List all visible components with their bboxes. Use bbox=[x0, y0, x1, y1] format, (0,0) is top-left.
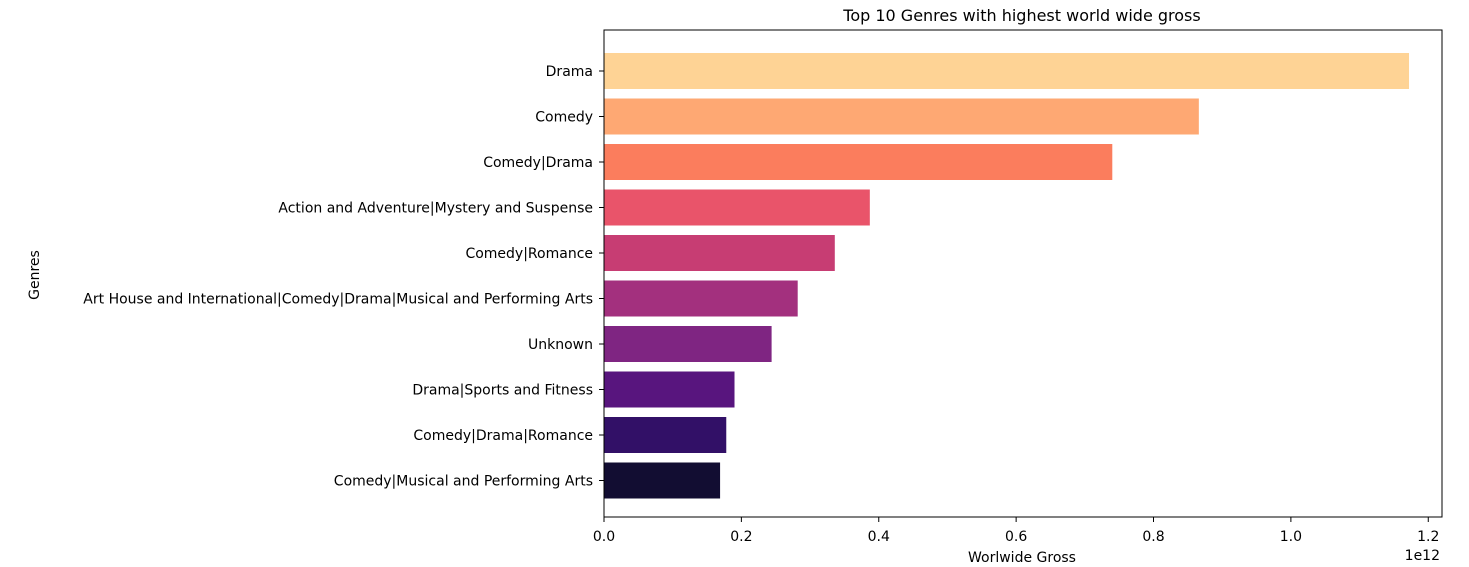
bar bbox=[604, 235, 835, 271]
y-tick-label: Comedy|Drama bbox=[483, 155, 593, 171]
x-tick-label: 0.0 bbox=[593, 529, 615, 545]
y-tick-label: Action and Adventure|Mystery and Suspens… bbox=[278, 201, 593, 217]
x-tick-label: 1.0 bbox=[1280, 529, 1302, 545]
y-tick-label: Comedy|Romance bbox=[465, 246, 593, 262]
bar bbox=[604, 326, 772, 362]
y-tick-label: Art House and International|Comedy|Drama… bbox=[83, 292, 593, 308]
x-tick-label: 0.2 bbox=[730, 529, 752, 545]
y-tick-label: Comedy|Musical and Performing Arts bbox=[334, 474, 593, 490]
bar bbox=[604, 371, 735, 408]
bars-group bbox=[604, 53, 1410, 499]
bar bbox=[604, 98, 1199, 135]
y-axis-label: Genres bbox=[27, 250, 43, 300]
y-tick-label: Drama|Sports and Fitness bbox=[412, 383, 593, 399]
y-tick-label: Unknown bbox=[528, 337, 593, 353]
plot-frame bbox=[603, 29, 1443, 518]
bar bbox=[604, 53, 1410, 89]
bar bbox=[604, 144, 1113, 180]
x-tick-label: 0.4 bbox=[868, 529, 890, 545]
chart-title: Top 10 Genres with highest world wide gr… bbox=[842, 6, 1200, 25]
y-tick-label: Comedy|Drama|Romance bbox=[413, 428, 593, 444]
y-tick-label: Drama bbox=[546, 64, 593, 80]
y-tick-labels: Drama Comedy Comedy|Drama Action and Advent… bbox=[83, 64, 604, 490]
x-axis-label: Worlwide Gross bbox=[968, 550, 1076, 566]
bar bbox=[604, 280, 798, 317]
x-ticks: 0.0 0.2 0.4 0.6 0.8 1.0 1.2 bbox=[593, 517, 1439, 545]
y-tick-label: Comedy bbox=[535, 110, 593, 126]
x-tick-label: 0.6 bbox=[1005, 529, 1027, 545]
bar bbox=[604, 462, 721, 499]
x-tick-label: 1.2 bbox=[1417, 529, 1439, 545]
bar bbox=[604, 189, 870, 226]
x-tick-label: 0.8 bbox=[1142, 529, 1164, 545]
bar bbox=[604, 417, 727, 453]
x-scale-label: 1e12 bbox=[1405, 548, 1440, 564]
